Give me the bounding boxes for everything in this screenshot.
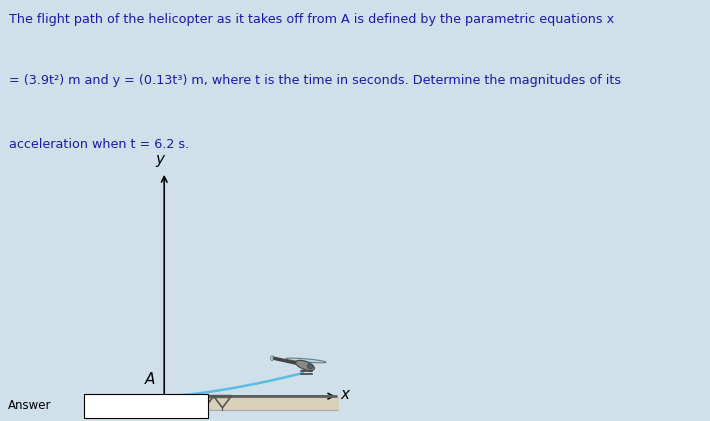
Ellipse shape [295,360,315,370]
Text: The flight path of the helicopter as it takes off from A is defined by the param: The flight path of the helicopter as it … [9,13,613,26]
Text: A: A [145,372,155,387]
Text: x: x [341,387,350,402]
Bar [126,396,339,410]
Ellipse shape [285,358,326,363]
Ellipse shape [271,356,273,361]
Text: = (3.9t²) m and y = (0.13t³) m, where t is the time in seconds. Determine the ma: = (3.9t²) m and y = (0.13t³) m, where t … [9,74,621,87]
Ellipse shape [307,364,313,369]
Text: y: y [156,152,165,167]
Text: acceleration when t = 6.2 s.: acceleration when t = 6.2 s. [9,138,189,151]
Bar [84,394,208,418]
Text: Answer: Answer [8,399,51,412]
